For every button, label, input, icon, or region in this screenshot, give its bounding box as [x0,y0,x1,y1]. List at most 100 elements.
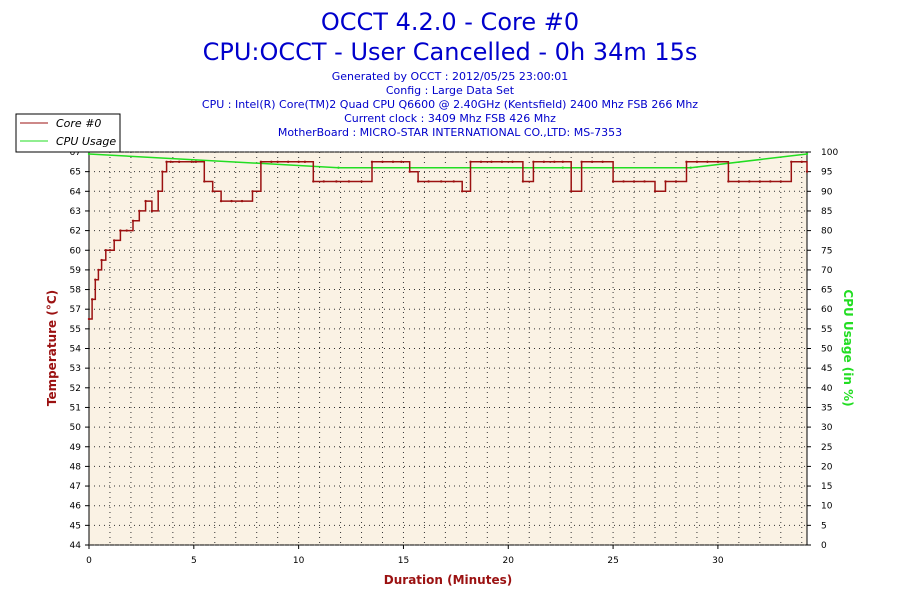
core-0-point [360,180,363,183]
y-right-tick-label: 20 [821,462,833,472]
core-0-point [381,160,384,164]
y-left-tick-label: 55 [70,325,81,335]
x-tick-label: 20 [503,556,515,566]
core-0-point [347,180,351,183]
core-0-point [674,180,678,183]
y-left-tick-label: 48 [70,462,82,472]
core-0-point [100,258,103,262]
cpu-usage-point [337,166,340,169]
core-0-point [805,170,809,173]
info-line-motherboard: MotherBoard : MICRO-STAR INTERNATIONAL C… [278,126,622,139]
y-right-tick-label: 30 [821,423,833,433]
y-right-tick-label: 45 [821,364,832,374]
core-0-point [230,199,233,203]
core-0-point [439,180,443,183]
x-axis-title: Duration (Minutes) [384,573,512,587]
y-left-tick-label: 65 [70,168,81,178]
info-line-config: Config : Large Data Set [386,84,515,97]
core-0-point [748,180,751,183]
core-0-point [500,160,504,164]
core-0-point [632,180,636,183]
y-left-tick-label: 67 [70,148,81,158]
y-left-tick-label: 49 [70,443,82,453]
core-0-point [643,180,646,183]
y-right-tick-label: 80 [821,227,833,237]
y-left-tick-label: 62 [70,227,81,237]
core-0-point [553,160,556,164]
usage-series-group [87,152,809,169]
core-0-point [276,160,279,164]
y-left-tick-label: 57 [70,305,81,315]
core-0-point [370,160,374,164]
core-0-point [521,180,525,183]
y-left-tick-label: 63 [70,207,81,217]
core-0-point [427,180,430,183]
y-right-tick-label: 60 [821,305,833,315]
x-tick-label: 25 [607,556,618,566]
core-0-point [727,180,730,183]
core-0-point [97,268,100,272]
core-0-point [194,160,198,164]
y-left-tick-label: 51 [70,403,81,413]
core-0-point [601,160,604,164]
y-left-tick-label: 50 [70,423,82,433]
core-0-point [144,199,147,203]
y-right-tick-label: 0 [821,541,827,551]
core-0-point [286,160,290,164]
y-right-tick-label: 65 [821,286,832,296]
core-series-group [87,160,809,321]
plot-area [88,151,808,546]
core-0-point [716,160,720,164]
core-0-point [611,180,615,183]
core-0-point [312,180,315,183]
y-left-tick-label: 53 [70,364,81,374]
core-0-point [790,160,793,164]
core-0-point [138,209,141,213]
core-0-point [532,160,535,164]
core-0-point [561,160,564,164]
core-0-point [165,160,168,164]
core-0-point [511,160,514,164]
y-left-tick-label: 45 [70,521,81,531]
core-0-point [156,190,160,193]
y-right-tick-label: 25 [821,443,832,453]
info-line-clock: Current clock : 3409 Mhz FSB 426 Mhz [344,112,556,125]
core-0-point [270,160,273,164]
x-tick-label: 30 [712,556,724,566]
core-0-point [391,160,395,164]
core-0-point [416,180,420,183]
core-0-point [90,298,94,301]
core-0-point [590,160,594,164]
core-0-point [664,180,667,183]
cpu-usage-point [689,166,692,169]
legend-label-usage: CPU Usage [56,135,116,148]
core-0-point [469,160,472,164]
core-0-point [569,190,573,193]
y-right-tick-label: 70 [821,266,833,276]
legend-box [15,113,121,153]
core-0-point [322,180,325,183]
core-0-point [251,190,254,193]
core-0-point [125,229,128,232]
y-right-tick-label: 15 [821,482,832,492]
core-0-point [580,160,583,164]
core-0-point [737,180,741,183]
core-0-point [303,160,307,164]
grid-lines [89,151,807,546]
core-0-point [190,160,193,164]
core-0-point [800,160,803,164]
core-0-point [695,160,699,164]
core-0-point [94,278,97,281]
core-0-point [452,180,455,183]
core-0-point [297,160,300,164]
y-left-axis-ticks: 44 45 46 47 48 49 50 51 52 53 54 55 57 58 59 60 62 63 64 65… [70,148,89,551]
y-right-tick-label: 10 [821,502,833,512]
y-left-tick-label: 59 [70,266,82,276]
info-line-cpu: CPU : Intel(R) Core(TM)2 Quad CPU Q6600 … [202,98,698,111]
core-0-point [177,160,181,164]
chart-title: OCCT 4.2.0 - Core #0 [321,8,579,36]
core-0-point [779,180,782,183]
x-tick-label: 0 [86,556,92,566]
core-0-point [108,249,112,252]
